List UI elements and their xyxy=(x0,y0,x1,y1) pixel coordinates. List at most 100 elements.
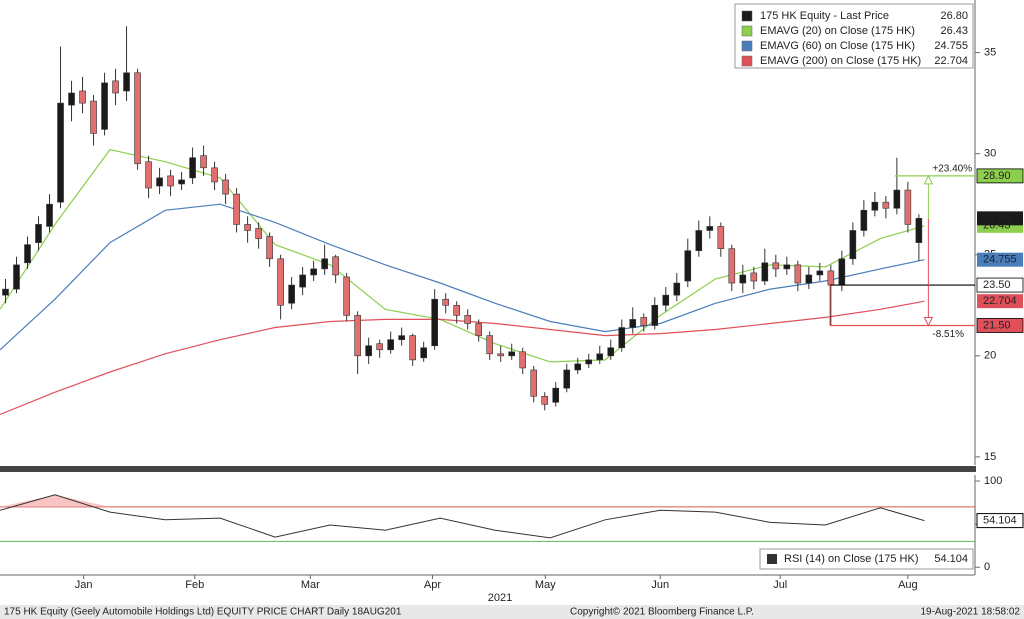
legend-value: 26.43 xyxy=(940,25,968,37)
legend-swatch xyxy=(741,25,753,37)
y-tick-label: 20 xyxy=(984,350,996,362)
candle-body xyxy=(728,248,736,284)
x-tick-label: Jun xyxy=(651,579,669,591)
candle-body xyxy=(288,284,295,304)
footer-bar xyxy=(0,605,1024,619)
candle-body xyxy=(497,353,505,357)
x-tick-label: May xyxy=(535,579,556,591)
rsi-legend-value: 54.104 xyxy=(934,553,968,565)
footer-center: Copyright© 2021 Bloomberg Finance L.P. xyxy=(570,607,754,618)
candle-body xyxy=(387,339,394,351)
candle-body xyxy=(882,201,890,209)
candle-body xyxy=(475,323,482,336)
candle-body xyxy=(123,72,130,92)
legend-swatch xyxy=(741,10,753,22)
candle-body xyxy=(772,262,780,270)
candle-body xyxy=(552,387,560,403)
candle-body xyxy=(90,100,97,134)
level-tag-label: 28.90 xyxy=(983,170,1011,182)
legend-swatch xyxy=(741,40,753,52)
candle-body xyxy=(783,264,791,270)
ema-tag-label: 24.755 xyxy=(983,254,1017,266)
x-tick-label: Mar xyxy=(301,579,320,591)
rsi-overbought-fill xyxy=(0,494,56,507)
candle-body xyxy=(893,189,901,209)
legend-name: 175 HK Equity - Last Price xyxy=(760,10,889,22)
level-change: +23.40% xyxy=(932,164,972,175)
candle-body xyxy=(541,395,549,405)
candle-body xyxy=(277,258,284,306)
legend-name: EMAVG (60) on Close (175 HK) xyxy=(760,40,915,52)
candle-body xyxy=(222,179,229,195)
candle-body xyxy=(871,201,879,211)
candle-body xyxy=(486,335,494,355)
candle-body xyxy=(915,218,923,243)
x-year: 2021 xyxy=(488,592,512,604)
candle-body xyxy=(376,343,383,351)
candle-body xyxy=(211,167,218,183)
candle-body xyxy=(112,80,119,94)
candle-body xyxy=(398,335,405,340)
candle-body xyxy=(343,276,350,316)
footer-right: 19-Aug-2021 18:58:02 xyxy=(920,607,1020,618)
candle-body xyxy=(849,230,857,260)
ema-line xyxy=(0,203,925,351)
legend-name: EMAVG (20) on Close (175 HK) xyxy=(760,25,915,37)
level-arrow-head xyxy=(923,317,934,327)
candle-body xyxy=(13,264,20,290)
candle-body xyxy=(332,256,339,276)
candle-body xyxy=(739,274,747,284)
candle-body xyxy=(442,298,449,306)
candle-body xyxy=(178,179,185,185)
price-tag-label: 26.80 xyxy=(983,212,1011,224)
candle-body xyxy=(266,236,273,260)
ema-tag xyxy=(977,294,1023,309)
candle-body xyxy=(255,228,262,239)
rsi-line xyxy=(0,494,925,539)
candle-body xyxy=(860,209,868,231)
candle-body xyxy=(189,157,196,179)
candle-body xyxy=(519,351,527,369)
candle-body xyxy=(299,274,306,288)
x-tick-label: Apr xyxy=(424,579,441,591)
candle-body xyxy=(706,226,714,231)
legend xyxy=(734,3,974,69)
candle-body xyxy=(508,351,516,357)
candle-body xyxy=(24,244,31,264)
legend-swatch xyxy=(741,55,753,67)
candle-body xyxy=(673,282,681,296)
rsi-tag-label: 54.104 xyxy=(983,515,1017,527)
candle-body xyxy=(354,315,361,357)
candle-body xyxy=(420,347,427,359)
candle-body xyxy=(805,274,813,284)
level-tag xyxy=(976,168,1024,184)
rsi-tag xyxy=(976,513,1024,529)
candle-body xyxy=(794,264,802,284)
candle-body xyxy=(310,268,317,276)
rsi-legend-swatch xyxy=(767,554,777,564)
candle-body xyxy=(761,262,769,282)
legend-value: 26.80 xyxy=(940,10,968,22)
candle-body xyxy=(640,317,648,326)
y-tick-label: 15 xyxy=(984,451,996,463)
candle-body xyxy=(651,304,659,326)
level-change: -8.51% xyxy=(932,329,964,340)
candle-body xyxy=(838,258,846,286)
legend-value: 24.755 xyxy=(934,40,968,52)
candle-body xyxy=(431,298,438,347)
x-tick-label: Jul xyxy=(773,579,787,591)
level-tag xyxy=(976,277,1024,293)
level-arrow-head xyxy=(923,174,934,185)
ema-tag xyxy=(977,252,1023,267)
candle-body xyxy=(607,347,615,357)
candle-body xyxy=(167,175,174,187)
y-tick-label: 30 xyxy=(984,148,996,160)
candle-body xyxy=(321,258,328,270)
candle-body xyxy=(596,353,604,361)
candle-body xyxy=(79,90,86,104)
candle-body xyxy=(662,294,670,306)
panel-divider xyxy=(0,466,976,472)
rsi-overbought-fill xyxy=(55,494,111,507)
candle-body xyxy=(453,304,460,316)
